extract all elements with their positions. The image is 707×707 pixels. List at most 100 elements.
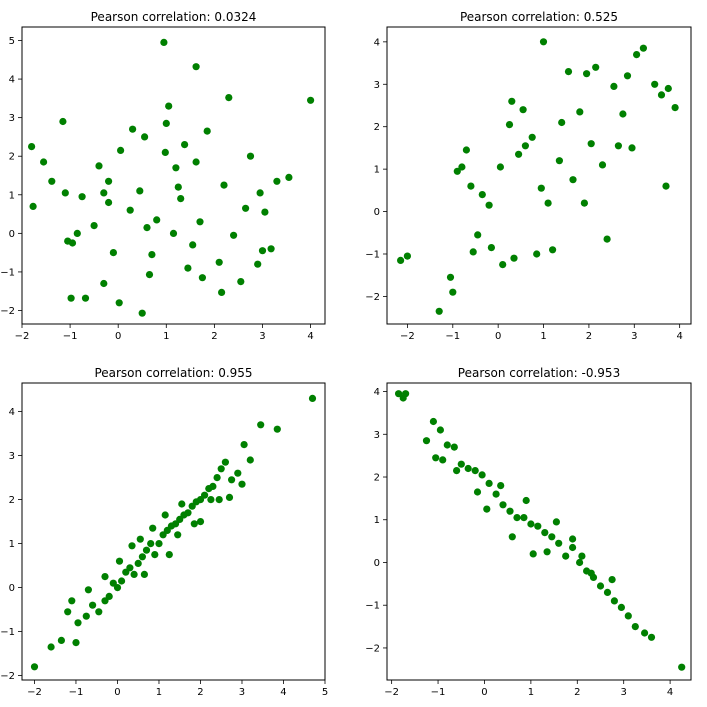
data-point [569, 535, 577, 543]
data-point [664, 84, 672, 93]
data-point [457, 460, 465, 468]
data-point [529, 550, 537, 558]
data-point [628, 144, 636, 152]
data-point [149, 524, 157, 532]
data-point [464, 464, 472, 473]
data-point [128, 542, 136, 550]
data-point [68, 597, 76, 605]
data-point [181, 141, 189, 149]
data-point [467, 182, 475, 190]
data-point [478, 191, 486, 199]
data-point [67, 294, 75, 302]
data-point [583, 70, 591, 78]
data-point [508, 533, 516, 541]
data-point [220, 181, 228, 189]
data-point [519, 106, 527, 114]
data-point [142, 546, 151, 554]
data-point [238, 480, 246, 488]
data-point [555, 539, 563, 547]
data-point [513, 514, 521, 522]
x-tick-label: −1 [445, 331, 460, 342]
data-point [178, 500, 186, 508]
data-point [201, 491, 209, 499]
y-tick-label: 1 [374, 165, 380, 176]
data-point [221, 458, 229, 466]
data-point [215, 496, 223, 504]
data-point [28, 143, 36, 151]
data-point [623, 72, 632, 80]
data-point [473, 488, 482, 496]
x-tick-label: 0 [481, 687, 487, 698]
data-point [273, 177, 281, 185]
x-tick-label: −2 [400, 331, 415, 342]
x-tick-label: 2 [586, 331, 592, 342]
plot-frame [21, 26, 326, 325]
data-point [30, 663, 39, 671]
points [395, 390, 686, 671]
y-tick-label: −2 [0, 306, 15, 317]
data-point [564, 68, 573, 76]
data-point [631, 623, 639, 631]
data-point [633, 51, 641, 59]
data-point [169, 229, 178, 237]
x-tick-label: 3 [631, 331, 637, 342]
x-tick-label: 1 [156, 687, 162, 698]
data-point [172, 164, 180, 172]
data-point [520, 514, 528, 522]
y-tick-label: −1 [365, 601, 380, 612]
data-point [40, 158, 48, 166]
data-point [446, 273, 455, 281]
data-point [189, 241, 197, 249]
x-tick-label: −1 [69, 687, 84, 698]
y-tick-label: 0 [374, 207, 380, 218]
data-point [138, 553, 146, 561]
data-point [485, 479, 493, 487]
data-point [261, 208, 269, 216]
y-tick-label: 0 [374, 558, 380, 569]
data-point [510, 254, 518, 262]
data-point [68, 239, 77, 247]
data-point [190, 520, 198, 528]
data-point [184, 264, 192, 272]
x-tick-label: −2 [384, 687, 399, 698]
x-tick-label: −1 [63, 331, 78, 342]
y-tick-label: 2 [374, 122, 380, 133]
data-point [72, 639, 80, 647]
data-point [443, 441, 451, 449]
data-point [89, 601, 97, 609]
data-point [162, 119, 170, 127]
data-point [587, 140, 595, 148]
data-point [578, 552, 586, 560]
data-point [610, 597, 619, 605]
data-point [240, 441, 248, 449]
data-point [537, 184, 545, 192]
data-point [105, 177, 113, 185]
data-point [113, 584, 122, 592]
x-tick-label: 3 [239, 687, 245, 698]
data-point [228, 476, 236, 484]
data-point [74, 619, 82, 627]
data-point [403, 252, 411, 260]
data-point [165, 102, 173, 110]
data-point [449, 288, 457, 296]
data-point [533, 250, 541, 258]
data-point [117, 146, 125, 154]
data-point [624, 612, 632, 620]
y-tick-label: 4 [374, 387, 380, 398]
data-point [140, 570, 148, 579]
data-point [155, 540, 163, 548]
data-point [308, 394, 317, 402]
y-tick-label: 4 [374, 37, 380, 48]
data-point [499, 501, 507, 509]
data-point [161, 511, 169, 519]
data-point [541, 529, 549, 537]
data-point [47, 643, 55, 651]
data-point [105, 198, 113, 207]
data-point [230, 231, 238, 239]
data-point [217, 465, 225, 473]
data-point [505, 121, 514, 129]
data-point [258, 247, 267, 255]
data-point [246, 456, 254, 464]
x-tick-label: 1 [163, 331, 169, 342]
data-point [129, 125, 137, 133]
